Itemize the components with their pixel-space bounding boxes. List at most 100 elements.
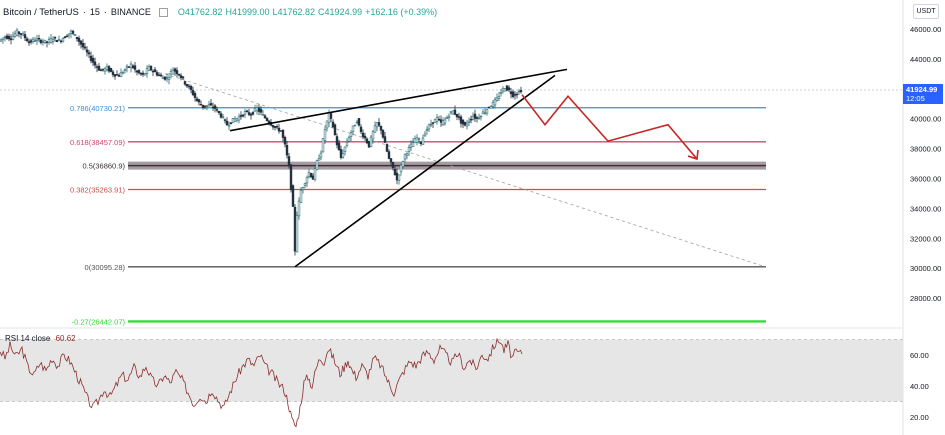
candles [0,27,523,256]
candle-body [151,70,155,73]
candle-body [95,66,99,68]
candle-body [479,115,483,118]
candle-body [307,172,311,178]
candle-body [237,116,241,121]
candle-body [423,133,427,137]
candle-body [157,74,161,76]
candle-body [415,137,419,143]
candle-body [17,31,21,34]
candle-body [373,125,377,133]
candle-body [3,36,7,38]
candle-body [451,110,455,115]
candle-body [485,109,489,114]
projection-line[interactable] [521,94,698,160]
candle-body [283,137,287,145]
candle-body [463,122,467,126]
interval-label[interactable]: 15 [89,7,100,17]
bar-countdown: 12:05 [906,94,925,103]
rising-wedge[interactable] [229,68,568,268]
candle-body [59,40,63,43]
candle-body [419,141,423,145]
candle-body [313,168,317,180]
candle-body [185,84,189,87]
price-tick-label: 36000.00 [910,175,941,184]
candle-body [81,43,85,48]
candle-body [277,127,281,132]
candle-body [449,111,453,113]
price-axis[interactable]: 46000.0044000.0042000.0040000.0038000.00… [910,25,941,303]
candle-body [383,136,387,143]
candle-body [293,206,297,252]
ohlc-readout: O41762.82 H41999.00 L41762.82 C41924.99 … [178,7,437,17]
candle-body [289,164,293,190]
trend-diagonal[interactable] [164,73,766,268]
candle-body [55,39,59,43]
candle-body [285,145,289,156]
candle-body [381,129,385,138]
candle-body [361,132,365,138]
candle-body [493,99,497,106]
candle-body [191,90,195,96]
candle-body [145,68,149,74]
candle-body [229,122,233,124]
candle-body [15,29,19,36]
candle-body [7,36,11,40]
candle-body [91,58,95,63]
candle-body [309,173,313,178]
candle-body [233,118,237,122]
candle-body [85,49,89,53]
diagonal-trendline[interactable] [164,73,766,268]
candle-body [299,190,303,203]
candle-body [385,144,389,152]
price-tick-label: 30000.00 [910,264,941,273]
price-tick-label: 28000.00 [910,294,941,303]
candle-body [121,71,125,74]
candle-body [87,52,91,55]
candle-body [45,41,49,43]
candle-body [421,137,425,145]
candle-body [357,118,361,126]
candle-body [235,118,239,121]
candle-body [245,110,249,113]
candle-body [409,143,413,148]
wedge-upper-line[interactable] [229,68,568,132]
candle-body [111,71,115,76]
header-separator: · [103,7,107,17]
candle-body [319,152,323,158]
candle-body [53,37,57,39]
candle-body [491,102,495,107]
candle-body [511,91,515,98]
candle-body [189,85,193,90]
candle-body [375,122,379,128]
candle-body [365,138,369,144]
market-status-icon[interactable] [158,7,168,17]
candle-body [327,112,331,123]
candle-body [135,70,139,73]
fib-retracement[interactable]: 0.786(40730.21) 0.618(38457.09) 0.5(36860.… [70,104,766,327]
candle-body [83,46,87,49]
candle-body [197,99,201,103]
candle-body [397,174,401,181]
candle-body [163,76,167,80]
projection-path[interactable] [521,94,699,161]
candle-body [199,103,203,106]
candle-body [215,109,219,111]
candle-body [429,123,433,126]
fib-level-label: 0.382(35263.91) [70,186,126,195]
candle-body [155,72,159,76]
candle-body [47,39,51,43]
candle-body [291,185,295,207]
candle-body [339,149,343,158]
candle-body [101,68,105,71]
symbol-name[interactable]: Bitcoin / TetherUS [3,6,79,18]
rsi-legend[interactable]: RSI 14 close 60.62 [5,334,76,343]
candle-body [167,76,171,80]
candle-body [49,38,53,43]
candle-body [179,75,183,79]
wedge-lower-line[interactable] [294,74,556,268]
candle-body [97,65,101,71]
currency-button[interactable]: USDT [913,4,939,19]
candle-body [411,142,415,147]
rsi-indicator-value: 60.62 [55,334,76,343]
